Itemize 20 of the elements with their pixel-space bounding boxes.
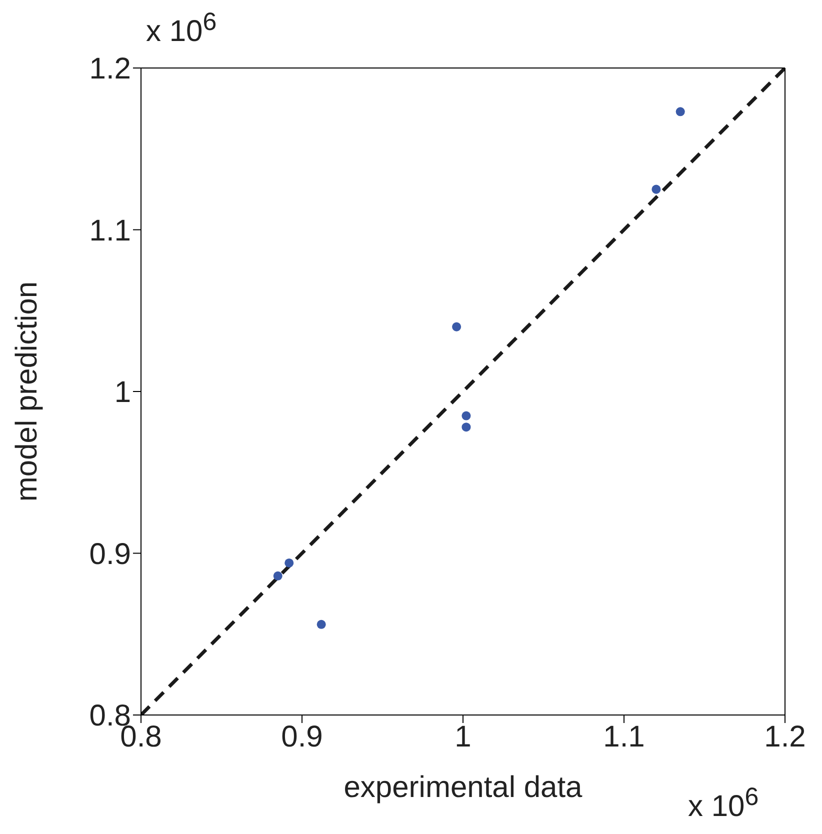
x-tick-label: 1.2 (764, 720, 806, 754)
point (462, 422, 471, 432)
point (273, 571, 282, 580)
point (652, 184, 661, 194)
text: x 10$^{6}$ (146, 8, 217, 49)
point (284, 558, 294, 568)
x-axis-title: experimental data (344, 771, 583, 804)
y-tick-label: 1 (114, 376, 131, 410)
point (676, 107, 685, 116)
y-axis-title: model prediction (10, 281, 44, 502)
point (316, 620, 326, 629)
point (452, 322, 462, 332)
x-tick-label: 1 (454, 720, 472, 754)
point (462, 411, 471, 420)
y-tick-label: 1.2 (89, 52, 131, 86)
y-tick-label: 1.1 (89, 214, 131, 248)
x-tick-label: 0.9 (281, 720, 323, 754)
x-tick-label: 1.1 (603, 720, 645, 754)
text: x 10$^{6}$ (688, 783, 759, 824)
y-tick-label: 0.9 (89, 538, 131, 571)
